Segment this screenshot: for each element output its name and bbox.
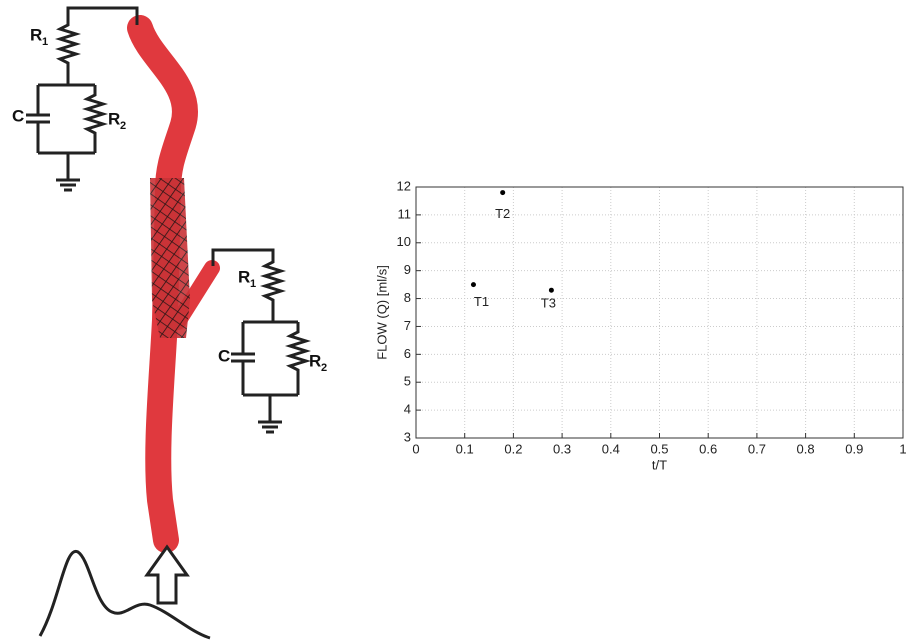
y-tick-label: 12 (397, 178, 411, 193)
circuit-branch (211, 248, 312, 434)
component-subscript: 1 (250, 278, 256, 290)
component-subscript: 1 (42, 36, 48, 48)
component-label: R (309, 351, 321, 370)
inflow-waveform (38, 550, 211, 640)
vessel (127, 15, 220, 553)
annotation-point (548, 287, 554, 293)
component-label: C (12, 106, 24, 125)
x-tick-label: 0.1 (456, 441, 474, 456)
x-tick-label: 0.4 (602, 441, 620, 456)
y-tick-label: 8 (404, 290, 411, 305)
annotation-point (500, 190, 506, 196)
x-tick-label: 0.9 (845, 441, 863, 456)
component-label: C (218, 346, 230, 365)
y-tick-label: 7 (404, 318, 411, 333)
x-axis-label: t/T (652, 457, 667, 472)
x-tick-label: 0.8 (797, 441, 815, 456)
inflow-arrow (144, 544, 190, 605)
plot-frame (415, 186, 904, 439)
x-tick-label: 0.2 (504, 441, 522, 456)
y-tick-label: 5 (404, 374, 411, 389)
component-subscript: 2 (120, 120, 126, 132)
x-tick-label: 0 (412, 441, 419, 456)
y-tick-label: 11 (398, 206, 412, 221)
annotation-label: T2 (495, 206, 510, 221)
component-subscript: 2 (321, 362, 327, 374)
circuit-top (26, 6, 139, 192)
y-tick-label: 3 (404, 429, 411, 444)
annotation-point (470, 282, 476, 288)
component-label: R (30, 25, 42, 44)
x-tick-label: 0.6 (699, 441, 717, 456)
x-tick-label: 0.7 (748, 441, 766, 456)
component-label: R (108, 109, 120, 128)
annotation-label: T3 (541, 296, 556, 311)
x-tick-label: 0.5 (650, 441, 668, 456)
x-tick-label: 1 (899, 441, 906, 456)
x-tick-label: 0.3 (553, 441, 571, 456)
circuit-labels: R 1C R 2R 1C R 2 (12, 25, 327, 373)
chart: 3 4 5 6 7 8 9 10 11 12 0 0.1 0.2 0.3 0.4 0.5 0.6 0.7 0.8 0.… (374, 178, 906, 472)
annotation-label: T1 (474, 294, 489, 309)
component-label: R (238, 267, 250, 286)
y-tick-label: 4 (404, 402, 411, 417)
y-axis-label: FLOW (Q) [ml/s] (374, 265, 389, 360)
y-tick-label: 6 (404, 346, 411, 361)
y-tick-label: 10 (397, 234, 411, 249)
y-tick-label: 9 (404, 262, 411, 277)
